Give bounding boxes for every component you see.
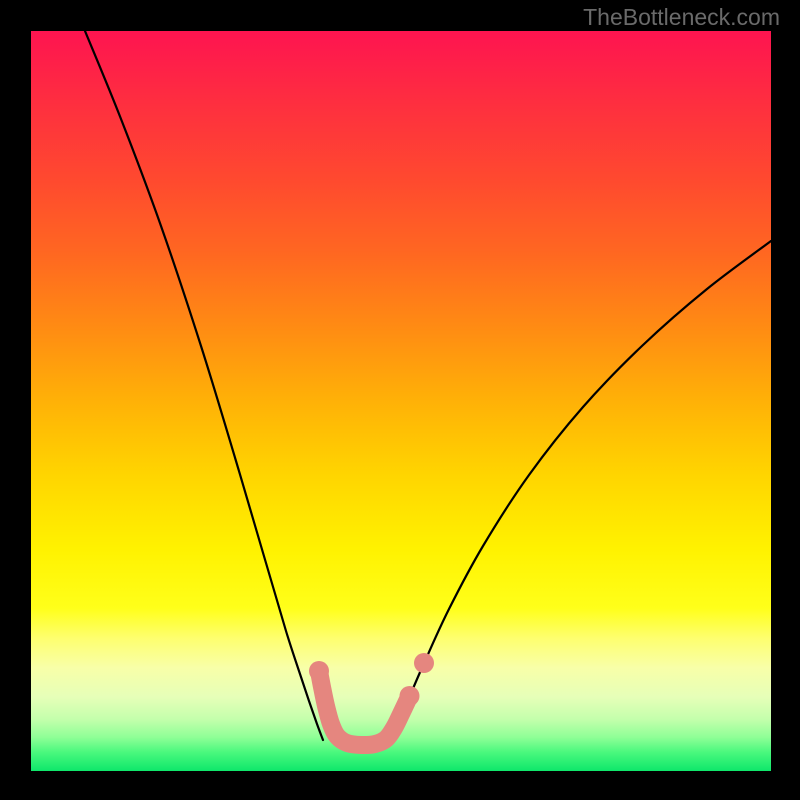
plot-area (31, 31, 771, 771)
worm-detached-dot (414, 653, 434, 673)
watermark-text: TheBottleneck.com (583, 4, 780, 31)
chart-canvas: TheBottleneck.com (0, 0, 800, 800)
worm-cap-end (400, 686, 420, 706)
worm-cap-start (309, 661, 329, 681)
gradient-background (31, 31, 771, 771)
